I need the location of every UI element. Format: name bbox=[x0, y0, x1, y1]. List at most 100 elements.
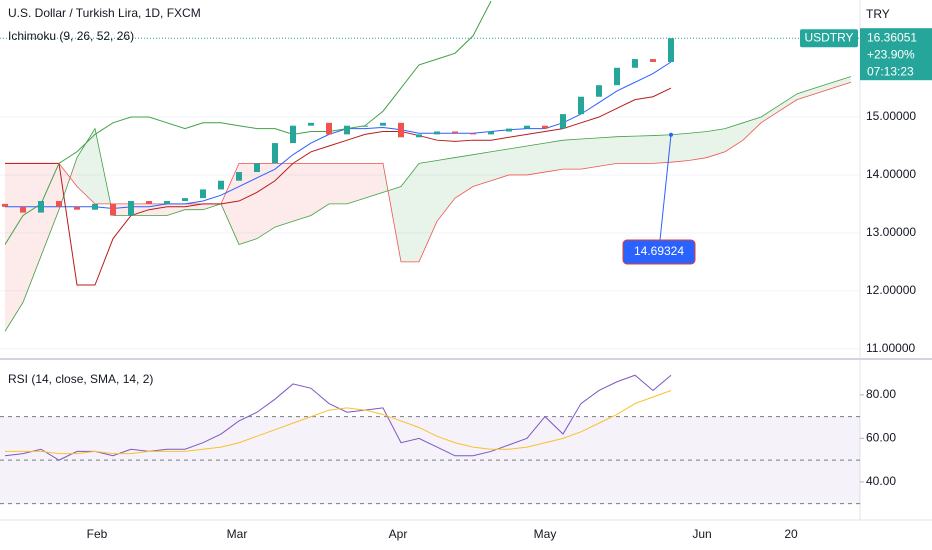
candle bbox=[272, 143, 278, 164]
candle bbox=[182, 198, 188, 202]
cloud-fill bbox=[275, 163, 293, 228]
candle bbox=[668, 38, 674, 62]
cloud-fill bbox=[743, 117, 761, 141]
cloud-fill bbox=[725, 122, 743, 152]
cloud-fill bbox=[653, 134, 671, 164]
symbol-label: USDTRY bbox=[804, 30, 853, 44]
candle bbox=[632, 59, 638, 68]
candle bbox=[56, 201, 62, 207]
candle bbox=[542, 125, 548, 129]
cloud-fill bbox=[5, 163, 23, 332]
candle bbox=[434, 131, 440, 135]
annotation-box bbox=[622, 239, 696, 265]
cloud-fill bbox=[491, 148, 509, 181]
cloud-fill bbox=[401, 163, 419, 262]
cloud-fill bbox=[545, 140, 563, 173]
candle bbox=[452, 131, 458, 134]
candle bbox=[506, 128, 512, 132]
cloud-fill bbox=[473, 151, 491, 187]
cloud-fill bbox=[527, 143, 545, 175]
candle bbox=[110, 203, 116, 216]
rsi-line bbox=[5, 390, 672, 455]
cloud-fill bbox=[779, 93, 797, 112]
cloud-fill bbox=[707, 128, 725, 158]
cloud-fill bbox=[761, 105, 779, 123]
cloud-fill bbox=[41, 163, 59, 257]
lead-a-line bbox=[4, 76, 852, 332]
price-badge-text: 07:13:23 bbox=[867, 64, 914, 78]
y-tick-label: 11.00000 bbox=[866, 341, 915, 355]
cloud-fill bbox=[311, 163, 329, 216]
candle bbox=[560, 114, 566, 129]
cloud-fill bbox=[563, 139, 581, 170]
candle bbox=[488, 131, 494, 135]
candle bbox=[650, 59, 656, 62]
candle bbox=[218, 180, 224, 190]
candle bbox=[254, 163, 260, 173]
cloud-fill bbox=[815, 82, 833, 94]
cloud-fill bbox=[329, 163, 347, 204]
cloud-fill bbox=[419, 160, 437, 262]
cloud-fill bbox=[293, 163, 311, 222]
cloud-fill bbox=[221, 163, 239, 245]
y-tick-label: 60.00 bbox=[866, 431, 896, 445]
rsi-line bbox=[4, 374, 672, 461]
price-badge bbox=[860, 28, 932, 81]
rsi-band bbox=[0, 416, 860, 504]
candle bbox=[614, 67, 620, 86]
cloud-fill bbox=[239, 163, 257, 245]
candle bbox=[578, 96, 584, 115]
annotation-label: 14.69324 bbox=[634, 244, 684, 258]
cloud-fill bbox=[149, 203, 167, 216]
cloud-fill bbox=[635, 135, 653, 164]
cloud-fill bbox=[581, 137, 599, 170]
y-tick-label: 15.00000 bbox=[866, 109, 916, 123]
cloud-fill bbox=[833, 76, 851, 89]
y-tick-label: 14.00000 bbox=[866, 167, 916, 181]
y-tick-label: 80.00 bbox=[866, 387, 896, 401]
candle bbox=[92, 203, 98, 210]
cloud-fill bbox=[185, 203, 203, 210]
cloud-fill bbox=[617, 136, 635, 164]
cloud-fill bbox=[509, 145, 527, 175]
candle bbox=[74, 206, 80, 210]
indicator-label: Ichimoku (9, 26, 52, 26) bbox=[8, 29, 134, 43]
candle bbox=[146, 201, 152, 204]
chart-title: U.S. Dollar / Turkish Lira, 1D, FXCM bbox=[8, 6, 201, 20]
candle bbox=[326, 122, 332, 135]
plot bbox=[0, 0, 860, 505]
candle bbox=[20, 206, 26, 213]
candle bbox=[2, 203, 8, 207]
currency-label: TRY bbox=[866, 7, 890, 21]
x-tick-label: Mar bbox=[227, 527, 248, 541]
y-tick-label: 13.00000 bbox=[866, 225, 916, 239]
indicator-line bbox=[5, 87, 672, 286]
price-badge-text: +23.90% bbox=[867, 47, 915, 61]
y-tick-label: 40.00 bbox=[866, 474, 896, 488]
candle bbox=[164, 201, 170, 204]
x-tick-label: 20 bbox=[784, 527, 798, 541]
candle bbox=[380, 122, 386, 126]
candle bbox=[236, 172, 242, 181]
candle bbox=[362, 125, 368, 127]
candle bbox=[344, 125, 350, 135]
candle bbox=[596, 85, 602, 97]
y-tick-label: 12.00000 bbox=[866, 283, 916, 297]
indicator-line bbox=[4, 0, 492, 245]
candle bbox=[524, 125, 530, 129]
symbol-badge bbox=[800, 29, 858, 48]
x-tick-label: Feb bbox=[87, 527, 108, 541]
candle bbox=[200, 189, 206, 199]
candle bbox=[128, 201, 134, 216]
x-tick-label: May bbox=[534, 527, 557, 541]
candle bbox=[38, 201, 44, 213]
cloud-fill bbox=[689, 131, 707, 161]
candle bbox=[470, 133, 476, 135]
candle bbox=[290, 125, 296, 144]
cloud-fill bbox=[77, 128, 95, 204]
cloud-fill bbox=[437, 157, 455, 222]
candle bbox=[416, 134, 422, 138]
cloud-fill bbox=[671, 133, 689, 163]
cloud-fill bbox=[365, 163, 383, 199]
